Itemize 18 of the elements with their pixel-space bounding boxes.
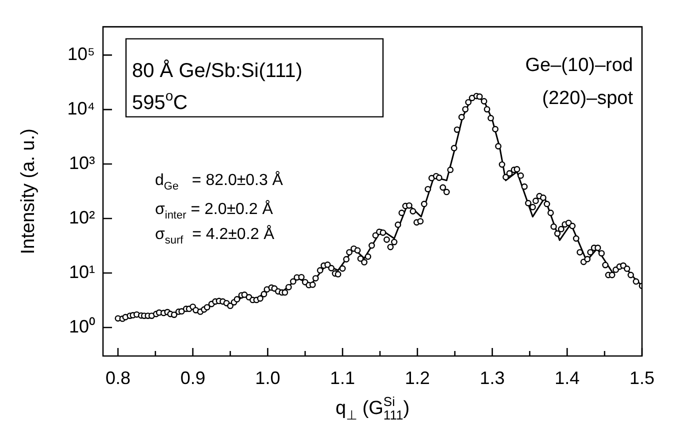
y-tick-label: 10² [68,207,96,228]
x-tick-label: 1.4 [554,368,580,388]
annotation: Ge–(10)–rod [525,54,634,76]
x-tick-label: 1.3 [480,368,505,388]
x-tick-label: 1.1 [330,368,356,388]
y-tick-label: 10⁵ [68,44,95,64]
annotation: 80 Å Ge/Sb:Si(111) [132,58,302,82]
annotation: (220)–spot [542,88,634,109]
x-tick-label: 1.5 [629,368,655,388]
x-tick-label: 1.0 [255,368,280,388]
y-tick-label: 10⁰ [68,316,95,336]
x-tick-label: 1.2 [404,368,430,388]
y-tick-label: 10⁴ [67,98,95,119]
y-axis-title: Intensity (a. u.) [18,128,39,254]
x-tick-label: 0.8 [105,368,130,388]
y-tick-label: 10¹ [68,262,96,282]
x-tick-label: 0.9 [180,368,206,388]
y-tick-label: 10³ [68,153,96,174]
